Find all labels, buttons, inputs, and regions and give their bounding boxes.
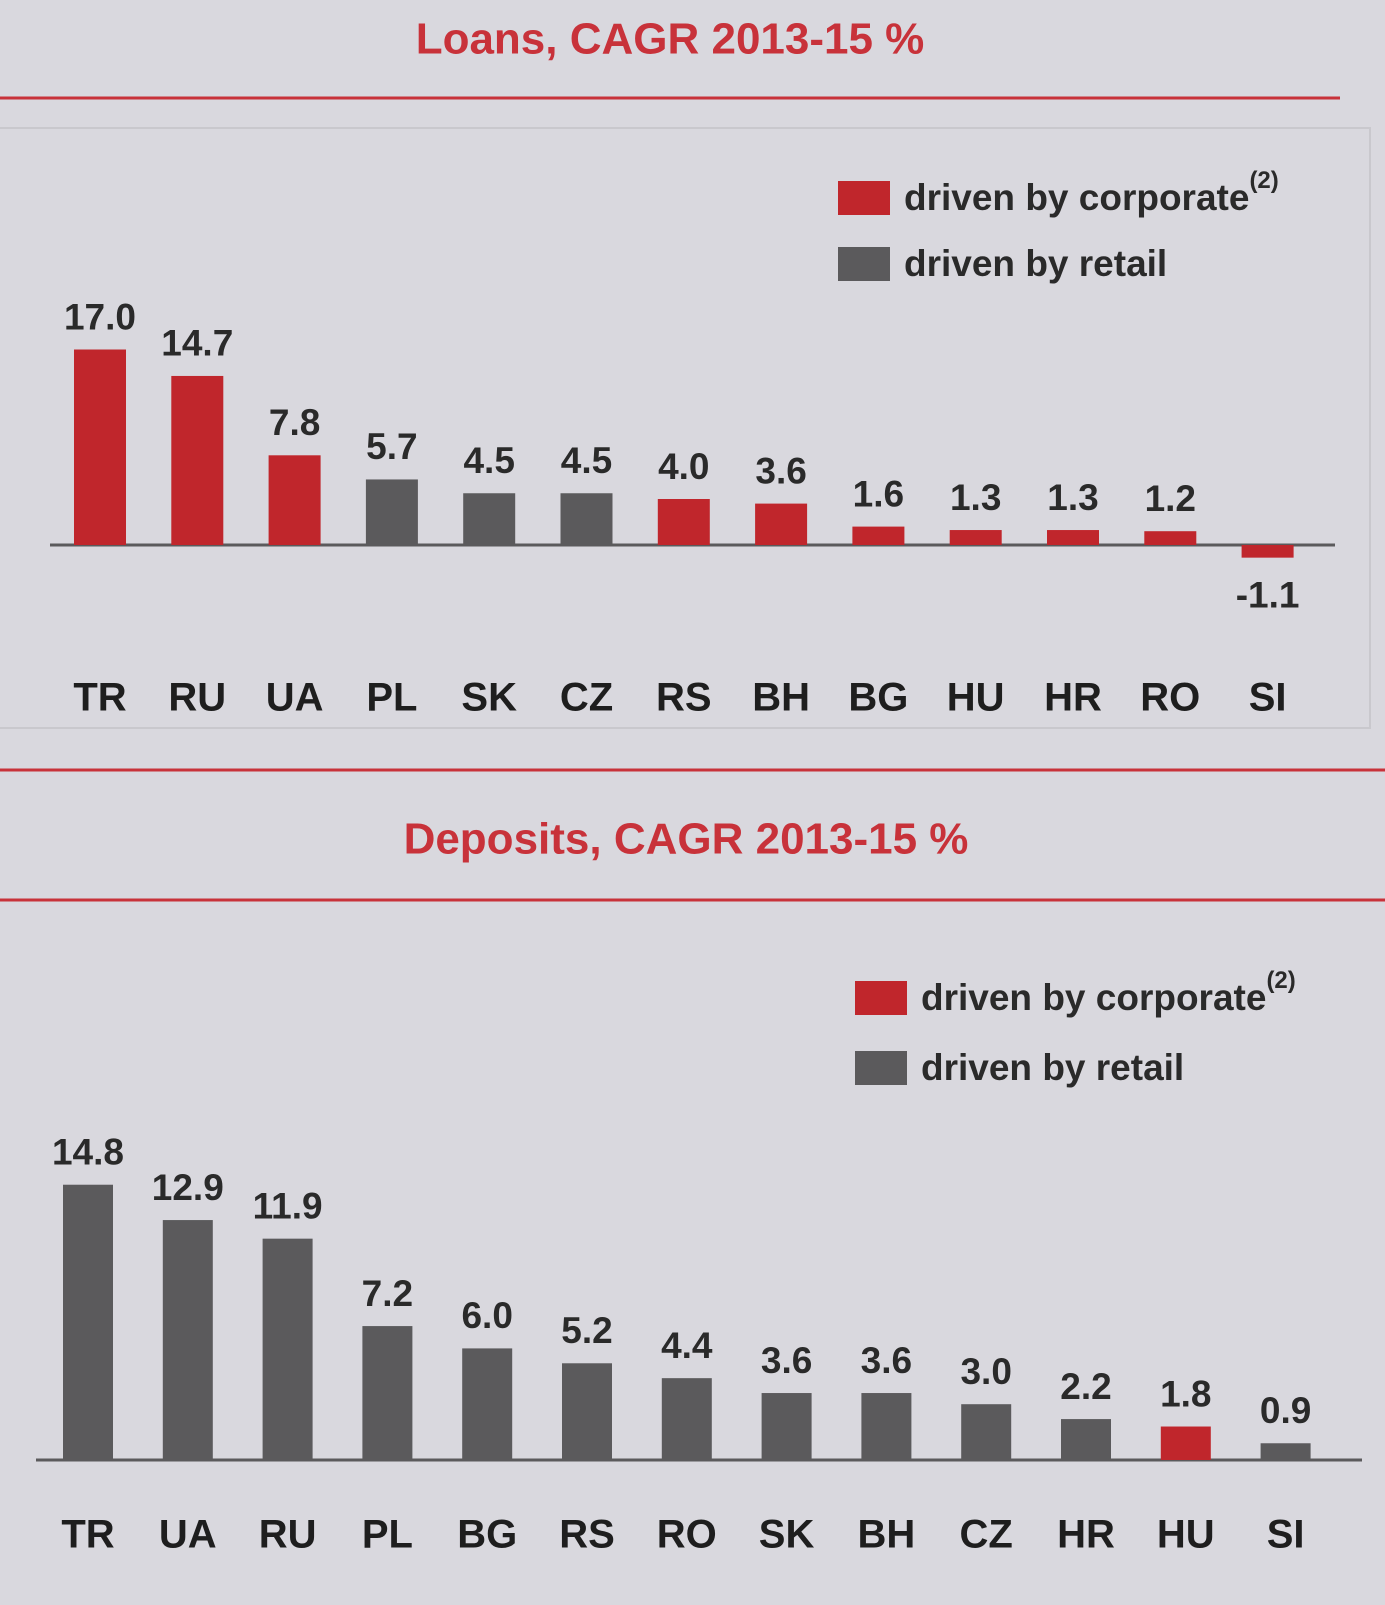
value-label: 3.6 bbox=[761, 1340, 812, 1381]
category-label: BH bbox=[752, 676, 810, 720]
value-label: 5.7 bbox=[366, 426, 417, 467]
legend-swatch bbox=[855, 981, 907, 1015]
legend-swatch bbox=[855, 1051, 907, 1085]
value-label: 4.5 bbox=[561, 440, 612, 481]
legend-label: driven by corporate(2) bbox=[904, 167, 1279, 217]
category-label: RS bbox=[559, 1513, 615, 1557]
value-label: 14.7 bbox=[161, 323, 233, 364]
value-label: -1.1 bbox=[1236, 574, 1300, 615]
bar bbox=[560, 493, 613, 545]
chart-title: Deposits, CAGR 2013-15 % bbox=[404, 815, 969, 864]
bar bbox=[362, 1326, 413, 1460]
value-label: 4.0 bbox=[658, 446, 709, 487]
category-label: SK bbox=[461, 676, 517, 720]
category-label: UA bbox=[266, 676, 324, 720]
bar bbox=[262, 1238, 313, 1460]
category-label: CZ bbox=[960, 1513, 1013, 1557]
category-label: BG bbox=[848, 676, 908, 720]
category-label: BG bbox=[457, 1513, 517, 1557]
legend-name: driven by retail bbox=[921, 1047, 1184, 1088]
bar bbox=[171, 375, 224, 545]
value-label: 1.3 bbox=[1047, 477, 1098, 518]
bar bbox=[463, 493, 516, 545]
category-label: RO bbox=[1140, 676, 1200, 720]
bar bbox=[949, 530, 1002, 545]
category-label: HR bbox=[1057, 1513, 1115, 1557]
panel bbox=[0, 127, 1371, 729]
bar bbox=[761, 1393, 812, 1460]
bar bbox=[1061, 1419, 1111, 1460]
category-label: SI bbox=[1267, 1513, 1305, 1557]
value-label: 1.3 bbox=[950, 477, 1001, 518]
category-label: CZ bbox=[560, 676, 613, 720]
bar bbox=[755, 503, 808, 545]
value-label: 17.0 bbox=[64, 296, 136, 337]
bar bbox=[661, 1378, 712, 1460]
value-label: 5.2 bbox=[561, 1310, 612, 1351]
value-label: 1.6 bbox=[853, 473, 904, 514]
value-label: 1.2 bbox=[1145, 478, 1196, 519]
legend-superscript: (2) bbox=[1266, 967, 1295, 994]
category-label: RS bbox=[656, 676, 712, 720]
value-label: 3.0 bbox=[960, 1351, 1011, 1392]
bar bbox=[1160, 1426, 1211, 1460]
category-label: UA bbox=[159, 1513, 217, 1557]
value-label: 7.8 bbox=[269, 402, 320, 443]
bar bbox=[1047, 530, 1099, 545]
legend-name: driven by corporate bbox=[921, 977, 1266, 1018]
value-label: 4.5 bbox=[463, 440, 514, 481]
bar bbox=[562, 1363, 612, 1460]
legend-name: driven by corporate bbox=[904, 177, 1249, 218]
category-label: RO bbox=[657, 1513, 717, 1557]
value-label: 12.9 bbox=[152, 1167, 224, 1208]
bar bbox=[162, 1220, 213, 1460]
category-label: PL bbox=[362, 1513, 413, 1557]
bar bbox=[74, 349, 126, 545]
legend-label: driven by retail bbox=[904, 243, 1167, 284]
bar bbox=[852, 526, 905, 545]
legend-superscript: (2) bbox=[1249, 167, 1278, 194]
category-label: HU bbox=[947, 676, 1005, 720]
chart-title: Loans, CAGR 2013-15 % bbox=[416, 15, 925, 64]
value-label: 11.9 bbox=[253, 1185, 323, 1226]
category-label: SI bbox=[1249, 676, 1287, 720]
bar bbox=[861, 1393, 912, 1460]
legend-label: driven by corporate(2) bbox=[921, 967, 1296, 1017]
legend-name: driven by retail bbox=[904, 243, 1167, 284]
category-label: PL bbox=[366, 676, 417, 720]
category-label: RU bbox=[168, 676, 226, 720]
bar bbox=[1260, 1443, 1311, 1460]
bar bbox=[1144, 531, 1197, 545]
value-label: 3.6 bbox=[861, 1340, 912, 1381]
bar bbox=[268, 455, 321, 545]
category-label: TR bbox=[73, 676, 126, 720]
category-label: HR bbox=[1044, 676, 1102, 720]
value-label: 14.8 bbox=[52, 1132, 124, 1173]
bar bbox=[365, 479, 418, 545]
value-label: 3.6 bbox=[755, 450, 806, 491]
value-label: 2.2 bbox=[1060, 1366, 1111, 1407]
value-label: 1.8 bbox=[1160, 1373, 1211, 1414]
legend-swatch bbox=[838, 247, 890, 281]
bar bbox=[961, 1404, 1012, 1460]
value-label: 0.9 bbox=[1260, 1390, 1311, 1431]
category-label: SK bbox=[759, 1513, 815, 1557]
category-label: BH bbox=[858, 1513, 916, 1557]
bar bbox=[1241, 545, 1294, 558]
bar bbox=[657, 499, 710, 545]
bar bbox=[462, 1348, 513, 1460]
category-label: RU bbox=[259, 1513, 317, 1557]
legend-label: driven by retail bbox=[921, 1047, 1184, 1088]
legend-swatch bbox=[838, 181, 890, 215]
value-label: 7.2 bbox=[362, 1273, 413, 1314]
category-label: HU bbox=[1157, 1513, 1215, 1557]
value-label: 6.0 bbox=[461, 1295, 512, 1336]
value-label: 4.4 bbox=[661, 1325, 713, 1366]
category-label: TR bbox=[61, 1513, 114, 1557]
bar bbox=[63, 1184, 113, 1460]
